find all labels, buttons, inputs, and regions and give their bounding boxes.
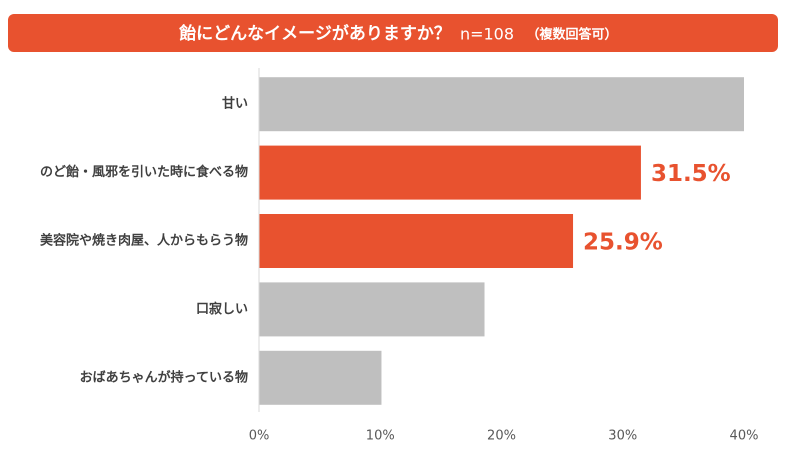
bar (259, 77, 744, 132)
chart-title: 飴にどんなイメージがありますか？ (178, 23, 451, 44)
data-label: 25.9% (583, 230, 663, 256)
x-tick-label: 40% (730, 429, 759, 444)
x-tick-label: 0% (249, 429, 270, 444)
bar (259, 214, 574, 268)
y-tick-label: のど飴・風邪を引いた時に食べる物 (40, 164, 248, 180)
chart-note: （複数回答可） (526, 27, 617, 43)
bar (259, 350, 382, 405)
title-banner (8, 14, 778, 52)
bar (259, 145, 641, 200)
data-label: 31.5% (651, 161, 731, 187)
y-tick-label: 美容院や焼き肉屋、人からもらう物 (40, 233, 248, 249)
y-tick-label: おばあちゃんが持っている物 (80, 369, 248, 385)
x-tick-label: 20% (487, 429, 516, 444)
y-tick-label: 口寂しい (196, 301, 248, 317)
chart-subtitle: n=108 (460, 25, 514, 44)
bar (259, 282, 485, 337)
x-tick-label: 10% (366, 429, 395, 444)
y-tick-label: 甘い (222, 96, 248, 112)
x-tick-label: 30% (608, 429, 637, 444)
